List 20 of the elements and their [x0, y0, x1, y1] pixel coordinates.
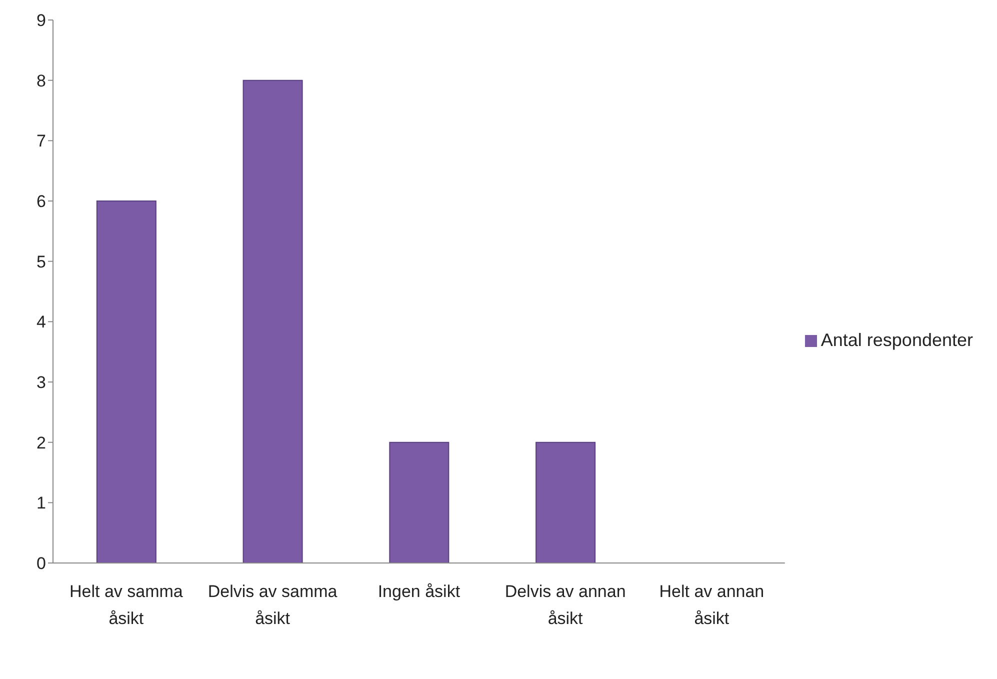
y-tick-label: 9: [36, 11, 46, 30]
bar: [389, 442, 450, 563]
legend-label: Antal respondenter: [820, 330, 973, 350]
x-tick-label: Ingen åsikt: [378, 582, 460, 602]
x-tick-label: Delvis av annan åsikt: [504, 582, 626, 628]
y-tick-label: 1: [36, 494, 46, 513]
y-tick-label: 8: [36, 71, 46, 90]
y-tick-label: 5: [36, 252, 46, 272]
x-tick-label: Helt av samma åsikt: [70, 582, 184, 628]
x-tick-label: Helt av annan åsikt: [659, 582, 764, 628]
x-tick-label: Delvis av samma åsikt: [208, 582, 338, 628]
bar: [242, 80, 303, 563]
bar: [96, 200, 156, 563]
bar: [536, 442, 596, 563]
y-tick-label: 4: [36, 312, 46, 332]
y-tick-label: 3: [36, 373, 46, 392]
y-tick-label: 7: [36, 132, 46, 151]
y-tick-label: 0: [36, 554, 46, 574]
y-tick-label: 2: [36, 433, 46, 452]
y-tick-label: 6: [36, 192, 46, 212]
